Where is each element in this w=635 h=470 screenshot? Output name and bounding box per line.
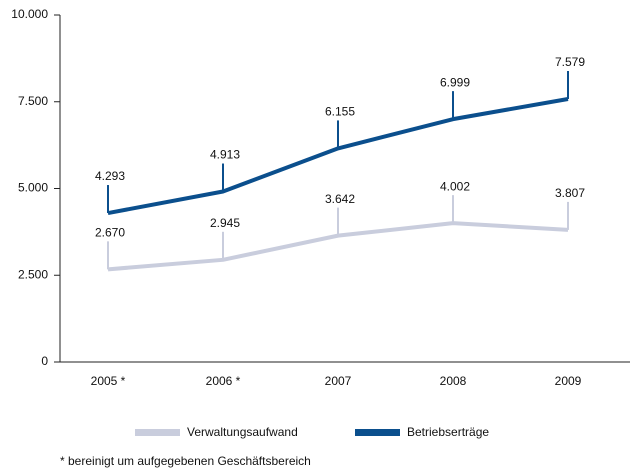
data-label: 2.670 bbox=[95, 226, 125, 240]
legend-label: Betriebserträge bbox=[407, 425, 489, 439]
data-label: 7.579 bbox=[555, 55, 585, 69]
y-tick-label: 0 bbox=[41, 354, 48, 368]
data-label: 6.999 bbox=[440, 75, 470, 89]
y-tick-label: 7.500 bbox=[18, 94, 48, 108]
legend-swatch bbox=[355, 429, 400, 436]
legend-label: Verwaltungsaufwand bbox=[187, 425, 298, 439]
y-tick-label: 10.000 bbox=[11, 7, 48, 21]
x-tick-label: 2006 * bbox=[206, 374, 241, 388]
x-tick-label: 2009 bbox=[555, 374, 582, 388]
footnote: * bereinigt um aufgegebenen Geschäftsber… bbox=[60, 454, 311, 468]
data-label: 6.155 bbox=[325, 105, 355, 119]
data-label: 2.945 bbox=[210, 216, 240, 230]
data-label: 3.642 bbox=[325, 192, 355, 206]
legend-swatch bbox=[135, 429, 180, 436]
y-tick-label: 2.500 bbox=[18, 267, 48, 281]
data-label: 4.002 bbox=[440, 179, 470, 193]
x-tick-label: 2007 bbox=[325, 374, 352, 388]
x-tick-label: 2005 * bbox=[91, 374, 126, 388]
x-tick-label: 2008 bbox=[440, 374, 467, 388]
series-line bbox=[107, 97, 569, 215]
data-label: 3.807 bbox=[555, 186, 585, 200]
y-tick-label: 5.000 bbox=[18, 181, 48, 195]
data-label: 4.293 bbox=[95, 169, 125, 183]
data-label: 4.913 bbox=[210, 148, 240, 162]
series-line bbox=[107, 221, 569, 272]
